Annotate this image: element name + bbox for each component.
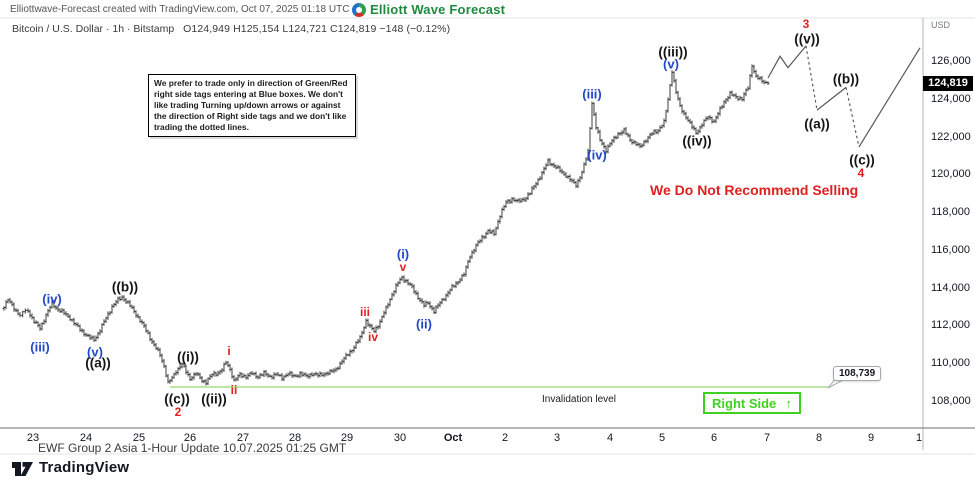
wave-label[interactable]: ((ii)) bbox=[201, 391, 227, 407]
wave-label[interactable]: (iv) bbox=[42, 291, 62, 307]
wave-label[interactable]: (v) bbox=[663, 56, 679, 72]
time-tick: 26 bbox=[183, 432, 197, 444]
price-tick: 126,000 bbox=[931, 55, 971, 67]
wave-label[interactable]: ((b)) bbox=[832, 71, 860, 87]
price-tick: 122,000 bbox=[931, 130, 971, 143]
wave-label[interactable]: ((iv)) bbox=[682, 133, 712, 149]
time-tick: 29 bbox=[340, 432, 354, 444]
time-tick: 9 bbox=[867, 432, 875, 444]
wave-label[interactable]: ((i)) bbox=[177, 349, 199, 365]
ewf-logo-icon bbox=[352, 2, 366, 17]
ewf-logo-text: Elliott Wave Forecast bbox=[370, 2, 506, 17]
current-price-badge: 124,819 bbox=[923, 75, 973, 91]
wave-label[interactable]: iii bbox=[359, 305, 371, 319]
time-tick: 1 bbox=[915, 432, 923, 444]
wave-label[interactable]: 2 bbox=[174, 405, 182, 419]
tradingview-logo[interactable]: TradingView bbox=[12, 459, 129, 476]
tradingview-logo-text: TradingView bbox=[39, 459, 130, 476]
time-tick: 3 bbox=[553, 432, 561, 444]
price-tick: 124,000 bbox=[931, 92, 971, 105]
invalidation-level-label[interactable]: Invalidation level bbox=[542, 394, 616, 405]
time-tick: 6 bbox=[710, 432, 718, 444]
wave-label[interactable]: (v) bbox=[87, 344, 103, 360]
wave-label[interactable]: (ii) bbox=[416, 316, 432, 332]
no-sell-annotation[interactable]: We Do Not Recommend Selling bbox=[650, 182, 859, 198]
wave-label[interactable]: 3 bbox=[802, 17, 810, 31]
time-tick: 23 bbox=[26, 432, 40, 444]
tradingview-logo-icon bbox=[12, 462, 33, 476]
price-tick: 108,000 bbox=[931, 395, 971, 407]
time-tick: 28 bbox=[288, 432, 302, 444]
price-tick: 118,000 bbox=[931, 206, 970, 219]
chart-attribution: Elliottwave-Forecast created with Tradin… bbox=[10, 4, 350, 15]
up-arrow-icon: ↑ bbox=[785, 395, 793, 411]
wave-label[interactable]: ((c)) bbox=[164, 391, 190, 407]
wave-label[interactable]: ((v)) bbox=[794, 31, 820, 47]
right-side-tag[interactable]: Right Side ↑ bbox=[703, 392, 801, 414]
price-tick: 110,000 bbox=[931, 357, 970, 370]
ohlc-values: O124,949 H125,154 L124,721 C124,819 −148… bbox=[183, 23, 451, 35]
symbol-name[interactable]: Bitcoin / U.S. Dollar · 1h · Bitstamp bbox=[12, 23, 175, 35]
time-tick: 25 bbox=[132, 432, 146, 444]
wave-label[interactable]: iv bbox=[367, 330, 379, 344]
symbol-info-bar[interactable]: Bitcoin / U.S. Dollar · 1h · Bitstamp O1… bbox=[12, 23, 450, 35]
wave-label[interactable]: i bbox=[227, 344, 231, 358]
time-tick: 5 bbox=[658, 432, 666, 444]
update-caption: EWF Group 2 Asia 1-Hour Update 10.07.202… bbox=[38, 441, 347, 455]
time-tick: 30 bbox=[393, 432, 407, 444]
right-side-label: Right Side bbox=[712, 395, 777, 411]
trading-disclaimer-note[interactable]: We prefer to trade only in direction of … bbox=[148, 74, 356, 137]
wave-label[interactable]: ((a)) bbox=[85, 355, 111, 371]
wave-label[interactable]: v bbox=[399, 260, 407, 274]
invalidation-price-callout[interactable]: 108,739 bbox=[833, 366, 882, 381]
price-axis-unit: USD bbox=[931, 20, 951, 30]
wave-label[interactable]: ((b)) bbox=[111, 279, 139, 295]
time-tick: 27 bbox=[236, 432, 250, 444]
wave-label[interactable]: (iv) bbox=[587, 147, 607, 163]
wave-label[interactable]: ((iii)) bbox=[658, 44, 688, 60]
time-tick: 2 bbox=[501, 432, 509, 444]
wave-label[interactable]: ii bbox=[230, 383, 238, 397]
wave-label[interactable]: (iii) bbox=[30, 339, 50, 355]
time-tick: 24 bbox=[79, 432, 93, 444]
price-tick: 116,000 bbox=[931, 243, 970, 256]
time-tick: 4 bbox=[606, 432, 614, 444]
wave-label[interactable]: ((c)) bbox=[849, 152, 875, 168]
elliott-wave-forecast-logo: Elliott Wave Forecast bbox=[352, 2, 505, 17]
wave-label[interactable]: ((a)) bbox=[804, 116, 830, 132]
price-tick: 112,000 bbox=[931, 319, 970, 332]
wave-label[interactable]: (i) bbox=[396, 246, 410, 262]
time-tick: Oct bbox=[443, 432, 463, 444]
wave-label[interactable]: 4 bbox=[857, 166, 865, 180]
time-tick: 8 bbox=[815, 432, 823, 444]
price-tick: 114,000 bbox=[931, 281, 970, 294]
time-tick: 7 bbox=[763, 432, 771, 444]
price-tick: 120,000 bbox=[931, 168, 971, 181]
wave-label[interactable]: (iii) bbox=[582, 86, 602, 102]
